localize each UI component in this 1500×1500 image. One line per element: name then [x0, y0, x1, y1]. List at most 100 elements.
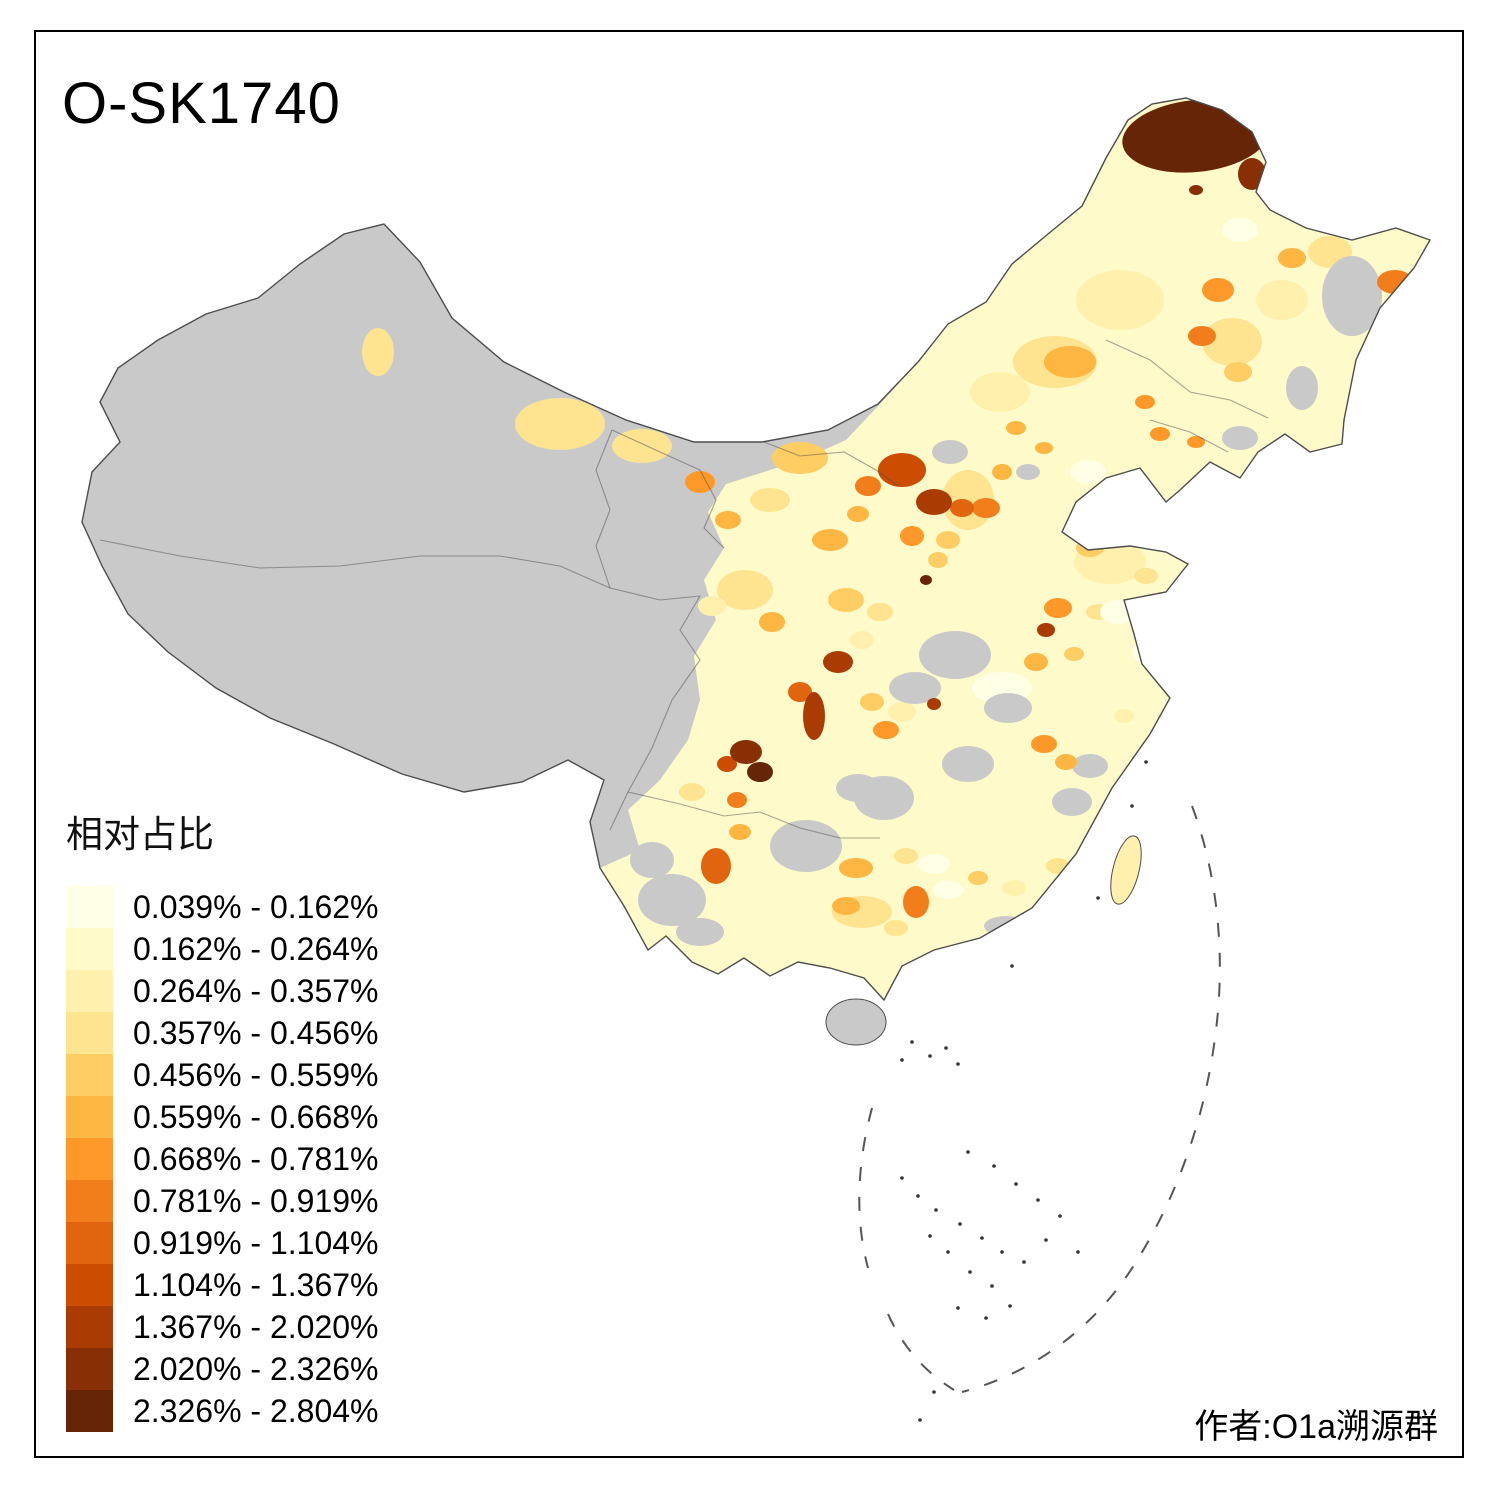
legend-swatch	[66, 1264, 113, 1306]
legend-swatch	[66, 1306, 113, 1348]
region-blob	[1088, 728, 1132, 760]
region-blob	[888, 702, 916, 722]
island-dot	[1000, 1250, 1004, 1254]
region-blob	[903, 886, 929, 918]
island-dot	[956, 1306, 960, 1310]
region-blob	[729, 824, 751, 840]
region-blob	[860, 693, 884, 711]
region-blob	[770, 820, 842, 872]
taiwan-island	[1110, 835, 1142, 905]
region-blob	[1000, 770, 1052, 810]
region-blob	[823, 651, 853, 673]
region-blob	[968, 871, 988, 885]
region-blob	[715, 511, 741, 529]
legend-row: 0.264% - 0.357%	[66, 970, 379, 1012]
island-dot	[958, 1222, 962, 1226]
legend-swatch	[66, 1390, 113, 1432]
region-blob	[1072, 754, 1108, 778]
legend-label: 2.326% - 2.804%	[133, 1392, 379, 1429]
legend-row: 1.104% - 1.367%	[66, 1264, 379, 1306]
region-blob	[759, 612, 785, 632]
island-dot	[932, 1390, 936, 1394]
island-dot	[956, 1062, 960, 1066]
island-dot	[984, 1316, 988, 1320]
island-dot	[1044, 1238, 1048, 1242]
region-blob	[855, 476, 881, 496]
nine-dash-line	[887, 1313, 955, 1391]
region-blob	[1076, 270, 1164, 330]
legend-swatch	[66, 1348, 113, 1390]
island-dot	[944, 1046, 948, 1050]
region-blob	[676, 918, 724, 946]
region-blob	[1188, 326, 1216, 346]
legend-row: 2.020% - 2.326%	[66, 1348, 379, 1390]
region-blob	[873, 721, 899, 739]
region-blob	[1070, 460, 1106, 484]
region-blob	[1006, 421, 1026, 435]
island-dot	[1130, 804, 1134, 808]
region-blob	[812, 529, 848, 551]
island-dot	[900, 1176, 904, 1180]
legend-row: 0.919% - 1.104%	[66, 1222, 379, 1264]
province-borders	[99, 339, 1269, 839]
region-blob	[928, 552, 948, 568]
region-blob	[1044, 346, 1096, 378]
legend-label: 0.162% - 0.264%	[133, 930, 379, 967]
region-blob	[884, 920, 908, 936]
region-blob	[1189, 185, 1203, 195]
region-blob	[1322, 256, 1382, 336]
region-blob	[362, 328, 394, 376]
legend-label: 0.919% - 1.104%	[133, 1224, 379, 1261]
region-blob	[727, 792, 747, 808]
region-blob	[612, 429, 672, 463]
region-blob	[747, 762, 773, 782]
region-blob	[992, 464, 1012, 480]
region-blob	[1016, 464, 1040, 480]
attribution: 作者:O1a溯源群	[1194, 1408, 1438, 1446]
legend-label: 1.104% - 1.367%	[133, 1266, 379, 1303]
legend-title: 相对占比	[66, 814, 214, 855]
legend-swatch	[66, 1138, 113, 1180]
legend-swatch	[66, 1222, 113, 1264]
legend-row: 0.559% - 0.668%	[66, 1096, 379, 1138]
legend-swatch	[66, 1012, 113, 1054]
region-blob	[730, 740, 762, 764]
legend-label: 0.264% - 0.357%	[133, 972, 379, 1009]
region-blob	[803, 692, 825, 740]
nine-dash-line	[858, 1107, 873, 1269]
legend-swatch	[66, 928, 113, 970]
region-blob	[972, 498, 1000, 518]
island-dot	[918, 1418, 922, 1422]
legend-row: 0.039% - 0.162%	[66, 886, 379, 928]
legend-label: 1.367% - 2.020%	[133, 1308, 379, 1345]
region-blob	[932, 440, 968, 464]
region-blob	[894, 848, 918, 864]
region-blob	[679, 783, 705, 801]
region-blob	[836, 774, 880, 802]
island-dot	[1096, 896, 1100, 900]
region-blob	[847, 506, 869, 522]
region-blob	[1135, 395, 1155, 409]
region-blob	[828, 588, 864, 612]
legend-label: 0.357% - 0.456%	[133, 1014, 379, 1051]
island-dot	[990, 1284, 994, 1288]
region-blob	[1150, 427, 1170, 441]
region-blob	[772, 442, 828, 474]
legend-swatch	[66, 1180, 113, 1222]
island-dot	[916, 1194, 920, 1198]
region-blob	[638, 874, 706, 926]
region-blob	[1002, 880, 1026, 896]
island-dot	[934, 1208, 938, 1212]
region-blob	[701, 848, 731, 884]
region-blob	[1076, 539, 1104, 557]
island-dot	[1010, 964, 1014, 968]
island-dot	[968, 1270, 972, 1274]
region-blob	[900, 526, 924, 546]
region-blob	[1222, 426, 1258, 450]
island-dot	[1008, 1304, 1012, 1308]
region-blob	[717, 756, 737, 772]
region-blob	[1286, 366, 1318, 410]
island-dot	[966, 1150, 970, 1154]
